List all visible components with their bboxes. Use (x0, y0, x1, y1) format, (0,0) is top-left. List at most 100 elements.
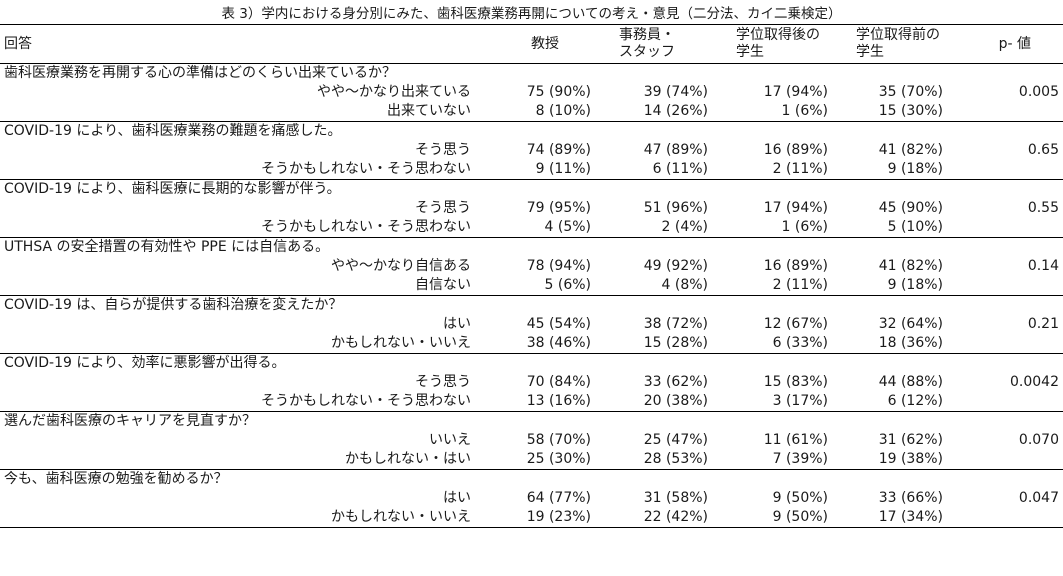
post-degree-count: 17 (94%) (763, 84, 828, 100)
answer-option-label: はい (443, 490, 471, 506)
post-degree-count: 17 (94%) (763, 200, 828, 216)
header-pvalue: p- 値 (947, 24, 1063, 64)
question-text: COVID-19 により、歯科医療に長期的な影響が伴う。 (0, 179, 1063, 199)
professor-count: 19 (23%) (475, 508, 595, 528)
post-degree-count: 6 (33%) (772, 335, 828, 351)
answer-row: そうかもしれない・そう思わない 4 (5%) 2 (4%) 1 (6%) 5 (10%) (0, 218, 1063, 238)
staff-count: 6 (11%) (652, 161, 708, 177)
p-value: 0.65 (1027, 142, 1059, 158)
post-degree-count: 3 (17%) (772, 393, 828, 409)
table-caption: 表 3）学内における身分別にみた、歯科医療業務再開についての考え・意見（二分法、… (221, 6, 842, 22)
post-degree-count: 2 (11%) (772, 277, 828, 293)
answer-option-label: そうかもしれない・そう思わない (261, 161, 471, 177)
pre-degree-count: 9 (18%) (887, 277, 943, 293)
question-row: COVID-19 により、歯科医療に長期的な影響が伴う。 (0, 179, 1063, 199)
post-degree-count: 16 (89%) (763, 142, 828, 158)
professor-count: 70 (84%) (526, 374, 591, 390)
answer-option-label: やや～かなり自信ある (331, 258, 471, 274)
pre-degree-count: 18 (36%) (878, 335, 943, 351)
pre-degree-count: 17 (34%) (832, 508, 947, 528)
pre-degree-count: 6 (12%) (887, 393, 943, 409)
pre-degree-count: 35 (70%) (878, 84, 943, 100)
p-value (947, 102, 1063, 122)
question-row: COVID-19 は、自らが提供する歯科治療を変えたか？ (0, 295, 1063, 315)
pre-degree-count: 45 (90%) (878, 200, 943, 216)
professor-count: 58 (70%) (526, 432, 591, 448)
professor-count: 74 (89%) (526, 142, 591, 158)
answer-row: かもしれない・いいえ 38 (46%) 15 (28%) 6 (33%) 18 (36%… (0, 334, 1063, 354)
pre-degree-count: 15 (30%) (878, 103, 943, 119)
staff-count: 31 (58%) (643, 490, 708, 506)
professor-count: 4 (5%) (544, 219, 592, 235)
staff-count: 15 (28%) (643, 335, 708, 351)
staff-count: 28 (53%) (643, 451, 708, 467)
header-answer: 回答 (0, 24, 475, 64)
p-value: 0.0042 (1010, 374, 1059, 390)
staff-count: 49 (92%) (643, 258, 708, 274)
staff-count: 22 (42%) (595, 508, 712, 528)
staff-count: 14 (26%) (643, 103, 708, 119)
staff-count: 33 (62%) (643, 374, 708, 390)
answer-row: 自信ない 5 (6%) 4 (8%) 2 (11%) 9 (18%) (0, 276, 1063, 296)
pre-degree-count: 44 (88%) (878, 374, 943, 390)
answer-row: いいえ 58 (70%) 25 (47%) 11 (61%) 31 (62%) 0.070 (0, 431, 1063, 450)
professor-count: 75 (90%) (526, 84, 591, 100)
answer-row: かもしれない・はい 25 (30%) 28 (53%) 7 (39%) 19 (38%) (0, 450, 1063, 470)
staff-count: 51 (96%) (643, 200, 708, 216)
answer-option-label: そう思う (415, 142, 471, 158)
professor-count: 13 (16%) (526, 393, 591, 409)
header-post-degree: 学位取得後の 学生 (712, 24, 832, 64)
staff-count: 39 (74%) (643, 84, 708, 100)
answer-row: そうかもしれない・そう思わない 9 (11%) 6 (11%) 2 (11%) 9 (1… (0, 160, 1063, 180)
question-text: UTHSA の安全措置の有効性や PPE には自信ある。 (0, 237, 1063, 257)
header-staff: 事務員・ スタッフ (595, 24, 712, 64)
p-value: 0.047 (1018, 490, 1059, 506)
question-text: COVID-19 は、自らが提供する歯科治療を変えたか？ (0, 295, 1063, 315)
p-value (947, 160, 1063, 180)
staff-count: 2 (4%) (661, 219, 709, 235)
answer-row: はい 45 (54%) 38 (72%) 12 (67%) 32 (64%) 0.21 (0, 315, 1063, 334)
professor-count: 9 (11%) (535, 161, 591, 177)
question-row: 今も、歯科医療の勉強を勧めるか？ (0, 469, 1063, 489)
post-degree-count: 7 (39%) (772, 451, 828, 467)
answer-option-label: かもしれない・いいえ (331, 335, 471, 351)
pre-degree-count: 33 (66%) (878, 490, 943, 506)
post-degree-count: 9 (50%) (772, 490, 828, 506)
answer-option-label: いいえ (429, 432, 471, 448)
header-professor: 教授 (475, 24, 595, 64)
p-value: 0.21 (1027, 316, 1059, 332)
p-value: 0.14 (1027, 258, 1059, 274)
professor-count: 8 (10%) (535, 103, 591, 119)
p-value (947, 218, 1063, 238)
staff-count: 4 (8%) (661, 277, 709, 293)
post-degree-count: 12 (67%) (763, 316, 828, 332)
answer-row: はい 64 (77%) 31 (58%) 9 (50%) 33 (66%) 0.047 (0, 489, 1063, 508)
staff-count: 38 (72%) (643, 316, 708, 332)
pre-degree-count: 41 (82%) (878, 142, 943, 158)
post-degree-count: 15 (83%) (763, 374, 828, 390)
p-value (947, 392, 1063, 412)
answer-row: やや～かなり出来ている 75 (90%) 39 (74%) 17 (94%) 35 (7… (0, 83, 1063, 102)
question-row: UTHSA の安全措置の有効性や PPE には自信ある。 (0, 237, 1063, 257)
staff-count: 47 (89%) (643, 142, 708, 158)
answer-row: そうかもしれない・そう思わない 13 (16%) 20 (38%) 3 (17%) 6 … (0, 392, 1063, 412)
staff-count: 20 (38%) (643, 393, 708, 409)
p-value (947, 276, 1063, 296)
p-value: 0.005 (1018, 84, 1059, 100)
p-value: 0.55 (1027, 200, 1059, 216)
answer-row: そう思う 74 (89%) 47 (89%) 16 (89%) 41 (82%) 0.65 (0, 141, 1063, 160)
professor-count: 25 (30%) (526, 451, 591, 467)
answer-option-label: かもしれない・いいえ (0, 508, 475, 528)
answer-row: やや～かなり自信ある 78 (94%) 49 (92%) 16 (89%) 41 (82… (0, 257, 1063, 276)
p-value: 0.070 (1018, 432, 1059, 448)
post-degree-count: 2 (11%) (772, 161, 828, 177)
answer-option-label: やや～かなり出来ている (317, 84, 471, 100)
professor-count: 38 (46%) (526, 335, 591, 351)
pre-degree-count: 9 (18%) (887, 161, 943, 177)
professor-count: 5 (6%) (544, 277, 592, 293)
pre-degree-count: 41 (82%) (878, 258, 943, 274)
header-row: 回答 教授 事務員・ スタッフ 学位取得後の 学生 学位取得前の 学生 p- 値 (0, 24, 1063, 64)
staff-count: 25 (47%) (643, 432, 708, 448)
post-degree-count: 1 (6%) (781, 103, 829, 119)
answer-option-label: かもしれない・はい (345, 451, 471, 467)
